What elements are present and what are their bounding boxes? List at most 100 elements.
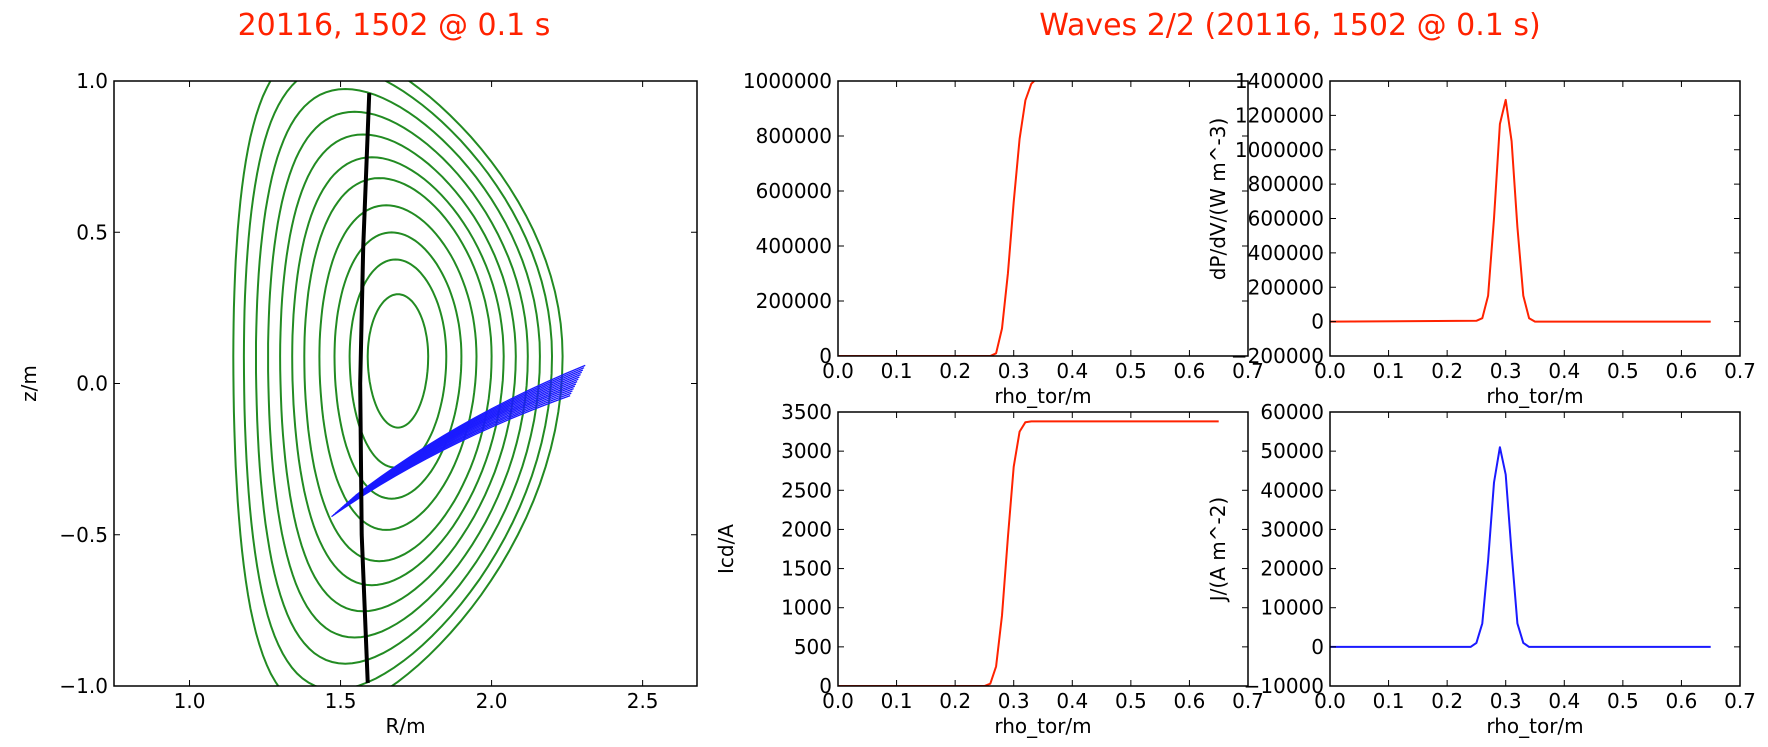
x-tick-label: 0.4 <box>1056 359 1088 383</box>
x-tick-label: 0.4 <box>1548 359 1580 383</box>
y-tick-label: 0.0 <box>76 372 108 396</box>
y-tick-label: 1000000 <box>1235 138 1324 162</box>
ray-path <box>355 364 586 496</box>
plot-area <box>232 81 586 686</box>
series-line <box>838 420 1219 686</box>
x-tick-label: 2.0 <box>476 689 508 713</box>
y-axis-label: Icd/A <box>714 524 738 574</box>
y-tick-label: 60000 <box>1260 400 1324 424</box>
flux-surface <box>291 156 505 587</box>
y-tick-label: 400000 <box>1248 241 1324 265</box>
x-tick-label: 0.5 <box>1115 689 1147 713</box>
flux-surface <box>242 81 554 686</box>
y-tick-label: 10000 <box>1260 596 1324 620</box>
panels: 1.0 1.5 2.0 2.51.00.50.0−0.5−1.0R/mz/m 0.0 0.… <box>17 69 1756 738</box>
x-tick-label: 0.2 <box>939 689 971 713</box>
series-line <box>1330 98 1711 323</box>
y-tick-label: 200000 <box>756 289 832 313</box>
x-tick-label: 0.3 <box>998 689 1030 713</box>
y-tick-label: 3000 <box>781 439 832 463</box>
x-tick-label: 0.7 <box>1232 689 1264 713</box>
x-tick-label: 0.7 <box>1232 359 1264 383</box>
y-tick-label: 30000 <box>1260 517 1324 541</box>
y-tick-label: 20000 <box>1260 557 1324 581</box>
y-tick-label: 0 <box>819 344 832 368</box>
y-tick-label: 1500 <box>781 557 832 581</box>
axes-frame <box>1329 411 1741 687</box>
x-tick-label: 0.7 <box>1724 689 1756 713</box>
flux-surface <box>366 293 430 429</box>
y-tick-label: 2000 <box>781 517 832 541</box>
x-axis-label: rho_tor/m <box>994 714 1091 738</box>
x-tick-label: 0.4 <box>1056 689 1088 713</box>
x-tick-label: 0.5 <box>1607 689 1639 713</box>
x-tick-label: 0.0 <box>822 689 854 713</box>
x-tick-label: 0.5 <box>1115 359 1147 383</box>
flux-surface <box>279 133 517 613</box>
flux-surface <box>255 87 541 665</box>
x-tick-label: 0.2 <box>1431 359 1463 383</box>
y-tick-label: 0 <box>1311 635 1324 659</box>
y-tick-label: −200000 <box>1231 344 1324 368</box>
x-tick-label: 0.3 <box>998 359 1030 383</box>
flux-surface <box>232 81 564 686</box>
x-axis-label: R/m <box>385 714 425 738</box>
x-tick-label: 0.1 <box>881 689 913 713</box>
y-tick-label: 40000 <box>1260 478 1324 502</box>
y-tick-label: 1200000 <box>1235 103 1324 127</box>
y-tick-label: −10000 <box>1244 674 1324 698</box>
panel-top-right: 0.0 0.1 0.2 0.3 0.4 0.5 0.6 0.7 1400000 1200000 10… <box>1206 69 1756 408</box>
x-tick-label: 0.0 <box>822 359 854 383</box>
x-tick-label: 0.0 <box>1314 359 1346 383</box>
x-tick-label: 0.4 <box>1548 689 1580 713</box>
y-tick-label: 0.5 <box>76 220 108 244</box>
panel-top-left: 0.0 0.1 0.2 0.3 0.4 0.5 0.6 0.7 1000000 800000 600… <box>743 69 1264 408</box>
axes-frame <box>1329 80 1741 357</box>
plot-area <box>838 81 1035 356</box>
wall-line <box>358 93 372 684</box>
y-tick-label: 1400000 <box>1235 69 1324 93</box>
x-tick-label: 0.6 <box>1174 689 1206 713</box>
y-tick-label: 600000 <box>1248 207 1324 231</box>
x-axis-label: rho_tor/m <box>1486 384 1583 408</box>
x-tick-label: 0.6 <box>1666 359 1698 383</box>
y-tick-label: 3500 <box>781 400 832 424</box>
x-tick-label: 0.3 <box>1490 359 1522 383</box>
series-line <box>1330 446 1711 648</box>
x-axis-label: rho_tor/m <box>1486 714 1583 738</box>
x-tick-label: 0.6 <box>1666 689 1698 713</box>
y-tick-label: −1.0 <box>59 674 108 698</box>
flux-surface <box>333 231 463 500</box>
axes-frame <box>837 411 1249 687</box>
x-tick-label: 0.3 <box>1490 689 1522 713</box>
flux-surface <box>303 177 493 563</box>
y-tick-label: 800000 <box>756 124 832 148</box>
x-tick-label: 0.1 <box>1373 359 1405 383</box>
y-tick-label: 200000 <box>1248 275 1324 299</box>
y-axis-label: J/(A m^-2) <box>1206 497 1230 603</box>
x-tick-label: 0.2 <box>1431 689 1463 713</box>
x-tick-label: 0.7 <box>1724 359 1756 383</box>
y-tick-label: 600000 <box>756 179 832 203</box>
panel-bottom-left: 0.0 0.1 0.2 0.3 0.4 0.5 0.6 0.7 3500 3000 2500 2000… <box>714 400 1264 738</box>
y-axis-label: z/m <box>17 365 41 402</box>
series-line <box>838 81 1035 356</box>
right-title: Waves 2/2 (20116, 1502 @ 0.1 s) <box>1039 8 1541 43</box>
flux-surface <box>318 204 478 531</box>
panel-bottom-right: 0.0 0.1 0.2 0.3 0.4 0.5 0.6 0.7 60000 50000 40000 3… <box>1206 400 1756 738</box>
panel-equilibrium: 1.0 1.5 2.0 2.5 1.0 0.5 0.0 −0.5 −1.0 R/m z/m <box>17 69 698 738</box>
x-tick-label: 0.2 <box>939 359 971 383</box>
plot-area <box>838 420 1219 686</box>
y-tick-label: 1000 <box>781 596 832 620</box>
flux-surface <box>267 110 529 639</box>
axes-frame <box>837 80 1249 357</box>
y-tick-label: 1.0 <box>76 69 108 93</box>
plot-area <box>1330 98 1711 323</box>
x-tick-label: 1.0 <box>174 689 206 713</box>
x-tick-label: 0.1 <box>1373 689 1405 713</box>
y-tick-label: 2500 <box>781 478 832 502</box>
left-title: 20116, 1502 @ 0.1 s <box>238 8 551 43</box>
y-tick-label: 800000 <box>1248 172 1324 196</box>
y-tick-label: −0.5 <box>59 523 108 547</box>
